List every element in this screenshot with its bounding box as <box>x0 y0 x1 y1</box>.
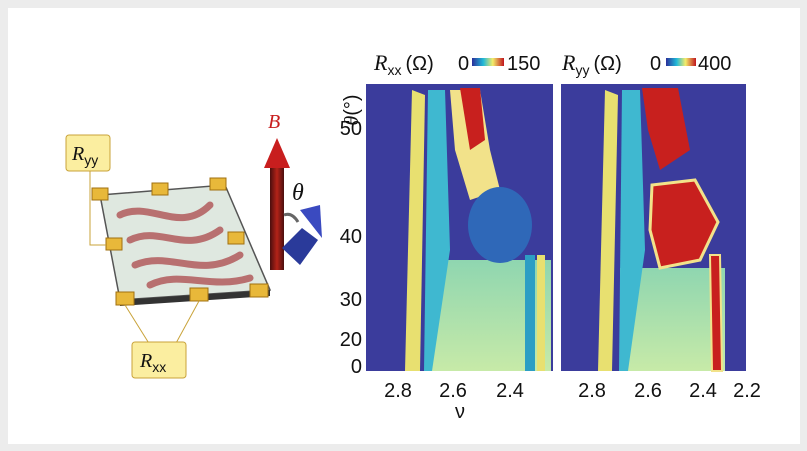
x-tick-label: 2.8 <box>384 380 412 402</box>
colorbar-min: 0 <box>650 53 661 75</box>
x-tick-label: 2.6 <box>439 380 467 402</box>
x-tick-label: 2.4 <box>689 380 717 402</box>
y-tick-label: 50 <box>340 118 362 140</box>
x-tick-label: 2.4 <box>496 380 524 402</box>
y-tick-label: 30 <box>340 289 362 311</box>
probe-box <box>131 341 187 379</box>
colorbar-max: 150 <box>507 53 540 75</box>
colorbar <box>472 58 504 66</box>
y-tick-label: 20 <box>340 329 362 351</box>
colorbar-min: 0 <box>458 53 469 75</box>
schematic: Ryy Rxx B θ <box>65 111 322 379</box>
panel-label: Rxx (Ω) <box>373 50 434 78</box>
x-tick-label: 2.6 <box>634 380 662 402</box>
x-tick-label: 2.2 <box>733 380 761 402</box>
heatmap <box>366 84 553 371</box>
x-axis-label: ν <box>455 401 465 423</box>
angle-label: θ <box>292 180 304 206</box>
colorbar-max: 400 <box>698 53 731 75</box>
colorbar <box>666 58 696 66</box>
panel-label: Ryy (Ω) <box>561 50 622 78</box>
probe-box <box>65 134 111 172</box>
y-tick-label: 40 <box>340 226 362 248</box>
y-tick-label: 0 <box>351 356 362 378</box>
probe-label: Ryy <box>71 143 98 168</box>
heatmap <box>561 84 746 372</box>
probe-label: Rxx <box>139 350 166 375</box>
y-axis-label: θ(°) <box>341 94 363 125</box>
field-label: B <box>268 111 280 133</box>
x-tick-label: 2.8 <box>578 380 606 402</box>
